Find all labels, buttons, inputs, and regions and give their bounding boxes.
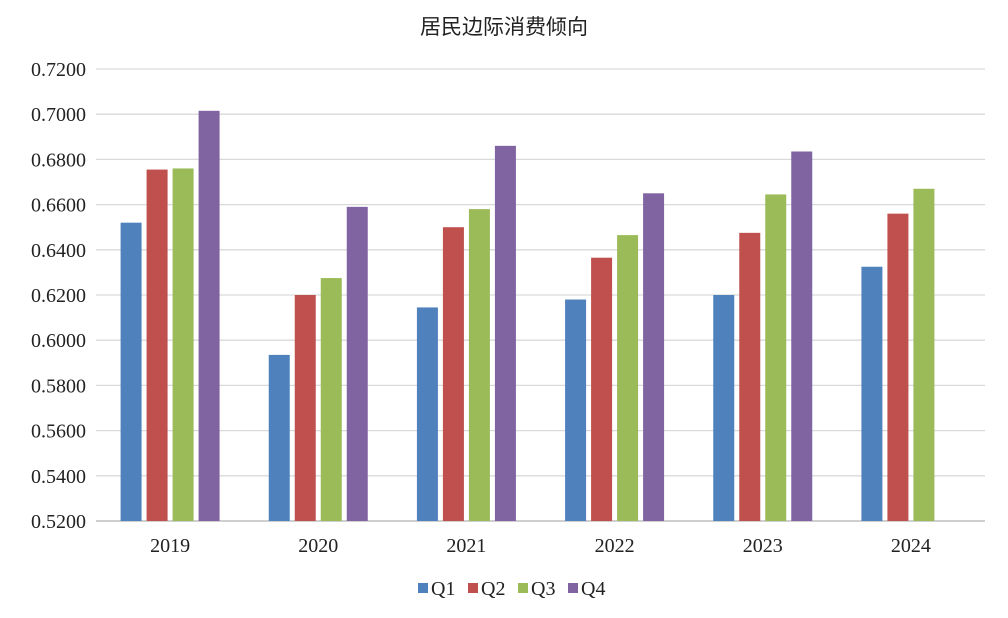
- y-tick-label: 0.5600: [31, 421, 86, 443]
- bar-2024-q2: [887, 213, 909, 521]
- legend-swatch-q1: [418, 583, 428, 593]
- bar-2019-q3: [172, 168, 194, 521]
- bar-2020-q3: [320, 278, 342, 521]
- y-axis-ticks: 0.5200 0.5400 0.5600 0.5800 0.6000 0.6200 0.64…: [31, 59, 86, 533]
- x-tick-label: 2024: [891, 535, 931, 557]
- bar-2022-q3: [617, 235, 639, 522]
- bar-2023-q2: [739, 232, 761, 521]
- x-tick-label: 2022: [595, 535, 635, 557]
- legend-label-q2: Q2: [481, 578, 505, 600]
- bar-2022-q1: [565, 299, 587, 521]
- x-axis-ticks: 2019 2020 2021 2022 2023 2024: [150, 535, 931, 557]
- y-tick-label: 0.6800: [31, 149, 86, 171]
- bar-2019-q4: [198, 110, 220, 521]
- bar-2021-q3: [468, 209, 490, 521]
- bar-2020-q4: [346, 206, 368, 522]
- chart-title: 居民边际消费倾向: [420, 15, 588, 39]
- y-tick-label: 0.6400: [31, 240, 86, 262]
- bar-2019-q2: [146, 169, 168, 521]
- bar-2024-q3: [913, 188, 935, 521]
- legend-label-q1: Q1: [431, 578, 455, 600]
- y-tick-label: 0.7000: [31, 104, 86, 126]
- bar-2022-q2: [591, 257, 613, 521]
- bar-2019-q1: [120, 222, 142, 521]
- legend-swatch-q4: [568, 583, 578, 593]
- y-tick-label: 0.7200: [31, 59, 86, 81]
- bar-2023-q3: [765, 194, 787, 521]
- legend-swatch-q3: [518, 583, 528, 593]
- bar-2020-q2: [294, 295, 316, 521]
- y-tick-label: 0.6200: [31, 285, 86, 307]
- y-tick-label: 0.5800: [31, 375, 86, 397]
- y-tick-label: 0.5400: [31, 466, 86, 488]
- bar-2024-q1: [861, 266, 883, 521]
- bar-2021-q2: [442, 227, 464, 521]
- grid-lines: [96, 68, 985, 522]
- legend: Q1 Q2 Q3 Q4: [418, 578, 605, 600]
- bar-2023-q4: [791, 151, 813, 522]
- bar-2021-q1: [416, 307, 438, 521]
- x-tick-label: 2020: [298, 535, 338, 557]
- x-tick-label: 2021: [446, 535, 486, 557]
- y-tick-label: 0.6600: [31, 195, 86, 217]
- bar-2021-q4: [494, 145, 516, 521]
- x-tick-label: 2023: [743, 535, 783, 557]
- legend-label-q4: Q4: [581, 578, 605, 600]
- legend-swatch-q2: [468, 583, 478, 593]
- x-tick-label: 2019: [150, 535, 190, 557]
- bar-2020-q1: [268, 354, 290, 521]
- y-tick-label: 0.6000: [31, 330, 86, 352]
- legend-label-q3: Q3: [531, 578, 555, 600]
- bar-2022-q4: [643, 193, 665, 522]
- bar-2023-q1: [713, 295, 735, 521]
- bars: [120, 110, 935, 522]
- y-tick-label: 0.5200: [31, 511, 86, 533]
